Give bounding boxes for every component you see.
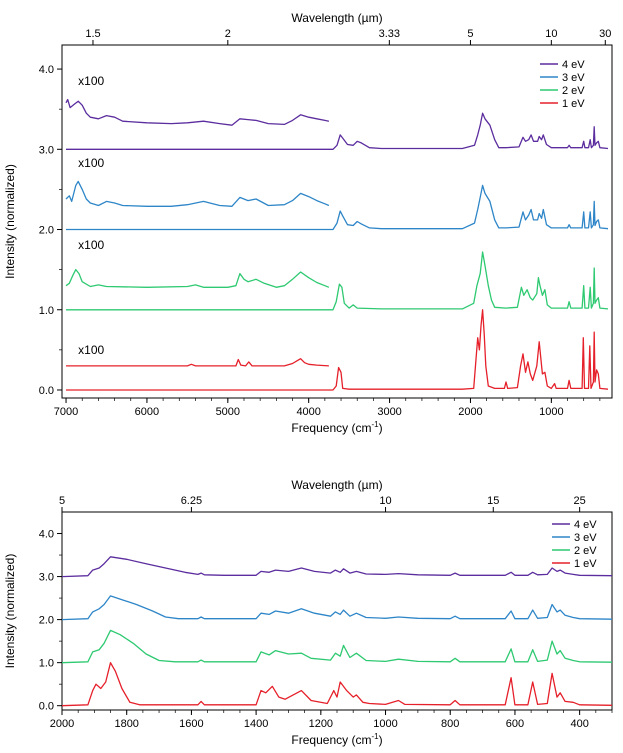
legend-label: 2 eV: [574, 545, 597, 557]
x-axis-title-main: Frequency (cm: [291, 421, 371, 435]
top-tick-label: 30: [599, 28, 611, 40]
legend-label: 3 eV: [562, 72, 585, 84]
legend-label: 3 eV: [574, 532, 597, 544]
plot-frame: [61, 511, 613, 711]
series-line-2eV: [66, 251, 609, 311]
top-tick-label: 2: [225, 28, 231, 40]
top-axis-title: Wavelength (µm): [291, 478, 382, 492]
x-tick-label: 6000: [135, 406, 159, 418]
x100-annotation: x100: [78, 238, 104, 252]
legend-label: 1 eV: [562, 98, 585, 110]
series-x100-line-1eV: [66, 358, 329, 367]
x100-annotation: x100: [78, 156, 104, 170]
y-axis-title: Intensity (normalized): [3, 164, 17, 279]
top-tick-label: 15: [487, 495, 499, 507]
series-x100-line-2eV: [65, 268, 330, 288]
y-tick-label: 1.0: [39, 305, 54, 317]
series-line-2eV: [62, 629, 612, 664]
x-axis-title-close: ): [379, 421, 383, 435]
x-axis-title-sup: -1: [371, 732, 379, 741]
bottom-plot: 2000 1800 1600 1400 1200 1000 800 600 400 5 6.25 10…: [3, 478, 613, 747]
series-line-1eV: [66, 309, 609, 391]
top-tick-label: 10: [379, 495, 391, 507]
y-tick-label: 3.0: [39, 572, 54, 584]
x-axis-title: Frequency (cm-1): [291, 732, 382, 747]
series-line-4eV: [62, 556, 612, 578]
x100-annotation: x100: [78, 74, 104, 88]
x-tick-label: 1400: [244, 718, 268, 730]
y-tick-label: 4.0: [39, 64, 54, 76]
top-tick-label: 10: [545, 28, 557, 40]
x-tick-label: 2000: [458, 406, 482, 418]
x-tick-label: 600: [506, 718, 524, 730]
x-axis-title-sup: -1: [371, 420, 379, 429]
top-tick-label: 25: [574, 495, 586, 507]
top-tick-label: 1.5: [85, 28, 100, 40]
y-tick-label: 4.0: [39, 529, 54, 541]
series-x100-line-3eV: [65, 180, 330, 207]
legend-label: 4 eV: [574, 519, 597, 531]
top-plot: 7000 6000 5000 4000 3000 2000 1000 1.5 2 3.33 5 10 3…: [3, 11, 613, 435]
x100-annotation: x100: [78, 343, 104, 357]
x-tick-label: 4000: [296, 406, 320, 418]
x-tick-label: 1000: [373, 718, 397, 730]
series-group: [62, 556, 612, 707]
top-tick-label: 5: [467, 28, 473, 40]
y-tick-label: 1.0: [39, 658, 54, 670]
top-tick-label: 5: [59, 495, 65, 507]
legend-label: 4 eV: [562, 59, 585, 71]
x-tick-label: 1000: [539, 406, 563, 418]
x-tick-label: 2000: [50, 718, 74, 730]
y-tick-label: 0.0: [39, 701, 54, 713]
series-x100-line-4eV: [65, 98, 330, 126]
x-tick-label: 5000: [216, 406, 240, 418]
x-axis-title-close: ): [379, 733, 383, 747]
series-group: [65, 98, 609, 391]
top-tick-label: 3.33: [379, 28, 400, 40]
series-line-3eV: [66, 184, 609, 231]
top-tick-label: 6.25: [181, 495, 202, 507]
y-axis-title: Intensity (normalized): [3, 554, 17, 669]
y-tick-label: 2.0: [39, 615, 54, 627]
legend-label: 1 eV: [574, 558, 597, 570]
x-axis-title: Frequency (cm-1): [291, 420, 382, 435]
legend-label: 2 eV: [562, 85, 585, 97]
x-tick-label: 3000: [377, 406, 401, 418]
plot-frame: [61, 44, 613, 399]
y-tick-label: 3.0: [39, 144, 54, 156]
x-tick-label: 400: [570, 718, 588, 730]
x-axis-title-main: Frequency (cm: [291, 733, 371, 747]
x-tick-label: 1600: [179, 718, 203, 730]
series-line-4eV: [66, 112, 609, 150]
x-tick-label: 1800: [114, 718, 138, 730]
series-line-1eV: [62, 662, 612, 707]
x-tick-label: 7000: [54, 406, 78, 418]
y-tick-label: 2.0: [39, 225, 54, 237]
top-axis-title: Wavelength (µm): [291, 11, 382, 25]
y-tick-label: 0.0: [39, 385, 54, 397]
x-tick-label: 800: [441, 718, 459, 730]
x-tick-label: 1200: [309, 718, 333, 730]
series-line-3eV: [62, 595, 612, 621]
